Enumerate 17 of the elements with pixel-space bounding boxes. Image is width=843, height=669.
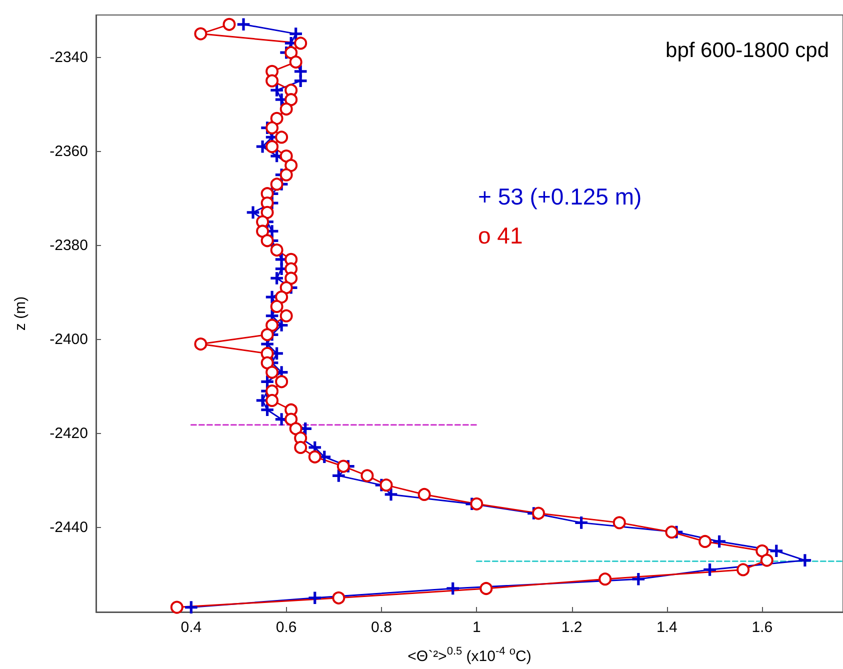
x-tick-label: 1.4 (656, 619, 678, 636)
x-tick-label: 0.8 (371, 619, 392, 636)
x-tick-label: 1.6 (752, 619, 773, 636)
x-tick-label: 0.4 (180, 619, 202, 636)
y-tick-label: -2400 (50, 330, 88, 348)
x-tick-label: 0.6 (276, 619, 297, 636)
y-tick-label: -2360 (50, 142, 88, 160)
y-tick-label: -2340 (50, 48, 88, 66)
annotation: bpf 600-1800 cpd (666, 39, 829, 62)
x-tick-label: 1.2 (561, 619, 582, 636)
y-axis-title: z (m) (12, 296, 29, 331)
text: o 41 (478, 222, 523, 248)
y-tick-label: -2440 (50, 518, 88, 536)
text: + 53 (+0.125 m) (478, 184, 642, 210)
x-tick-label: 1 (472, 619, 481, 636)
y-tick-label: -2380 (50, 236, 88, 254)
y-tick-label: -2420 (50, 424, 88, 442)
